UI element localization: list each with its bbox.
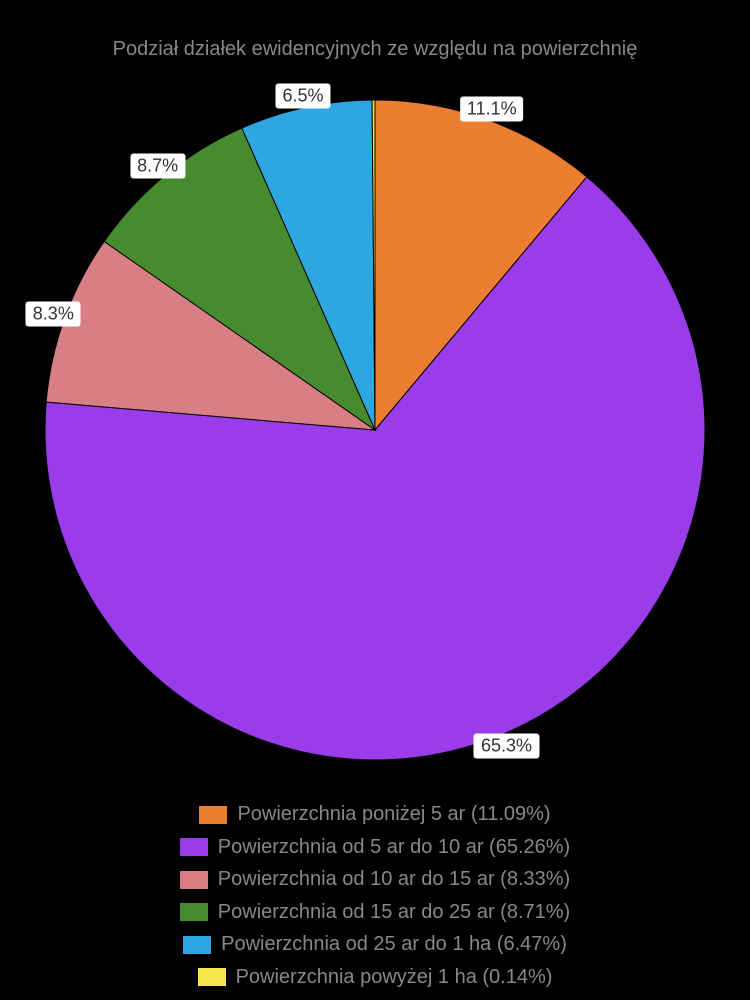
legend-swatch — [183, 936, 211, 954]
legend-label: Powierzchnia od 25 ar do 1 ha (6.47%) — [221, 930, 567, 959]
slice-label: 65.3% — [474, 733, 539, 758]
legend-label: Powierzchnia od 15 ar do 25 ar (8.71%) — [218, 898, 570, 927]
legend-item: Powierzchnia od 10 ar do 15 ar (8.33%) — [180, 865, 570, 894]
slice-label: 11.1% — [460, 96, 524, 121]
legend-swatch — [180, 838, 208, 856]
legend-swatch — [180, 871, 208, 889]
legend-swatch — [199, 806, 227, 824]
pie-chart-container: Podział działek ewidencyjnych ze względu… — [0, 0, 750, 1000]
legend-swatch — [198, 968, 226, 986]
pie-chart — [35, 90, 715, 770]
chart-title: Podział działek ewidencyjnych ze względu… — [0, 38, 750, 61]
legend-label: Powierzchnia od 5 ar do 10 ar (65.26%) — [218, 833, 570, 862]
slice-label: 8.7% — [130, 154, 185, 179]
legend-item: Powierzchnia powyżej 1 ha (0.14%) — [198, 963, 553, 992]
legend-swatch — [180, 903, 208, 921]
slice-label: 8.3% — [26, 301, 81, 326]
slice-label: 6.5% — [276, 83, 331, 108]
legend-item: Powierzchnia od 25 ar do 1 ha (6.47%) — [183, 930, 567, 959]
legend-item: Powierzchnia od 15 ar do 25 ar (8.71%) — [180, 898, 570, 927]
legend-label: Powierzchnia od 10 ar do 15 ar (8.33%) — [218, 865, 570, 894]
legend: Powierzchnia poniżej 5 ar (11.09%) Powier… — [0, 800, 750, 995]
legend-label: Powierzchnia poniżej 5 ar (11.09%) — [237, 800, 550, 829]
legend-item: Powierzchnia od 5 ar do 10 ar (65.26%) — [180, 833, 570, 862]
legend-item: Powierzchnia poniżej 5 ar (11.09%) — [199, 800, 550, 829]
legend-label: Powierzchnia powyżej 1 ha (0.14%) — [236, 963, 553, 992]
